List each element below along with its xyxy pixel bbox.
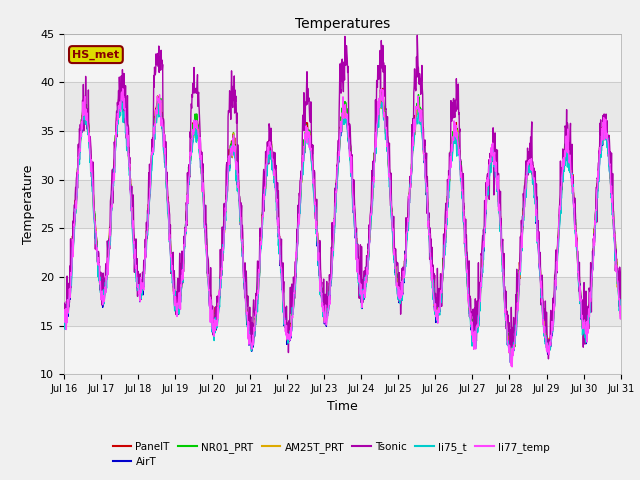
Bar [64,326,621,374]
Y-axis label: Temperature: Temperature [22,164,35,244]
X-axis label: Time: Time [327,400,358,413]
Bar [64,34,621,82]
Text: HS_met: HS_met [72,49,120,60]
Title: Temperatures: Temperatures [295,17,390,31]
Bar [64,131,621,180]
Bar [64,228,621,277]
Legend: PanelT, AirT, NR01_PRT, AM25T_PRT, Tsonic, li75_t, li77_temp: PanelT, AirT, NR01_PRT, AM25T_PRT, Tsoni… [108,438,554,471]
